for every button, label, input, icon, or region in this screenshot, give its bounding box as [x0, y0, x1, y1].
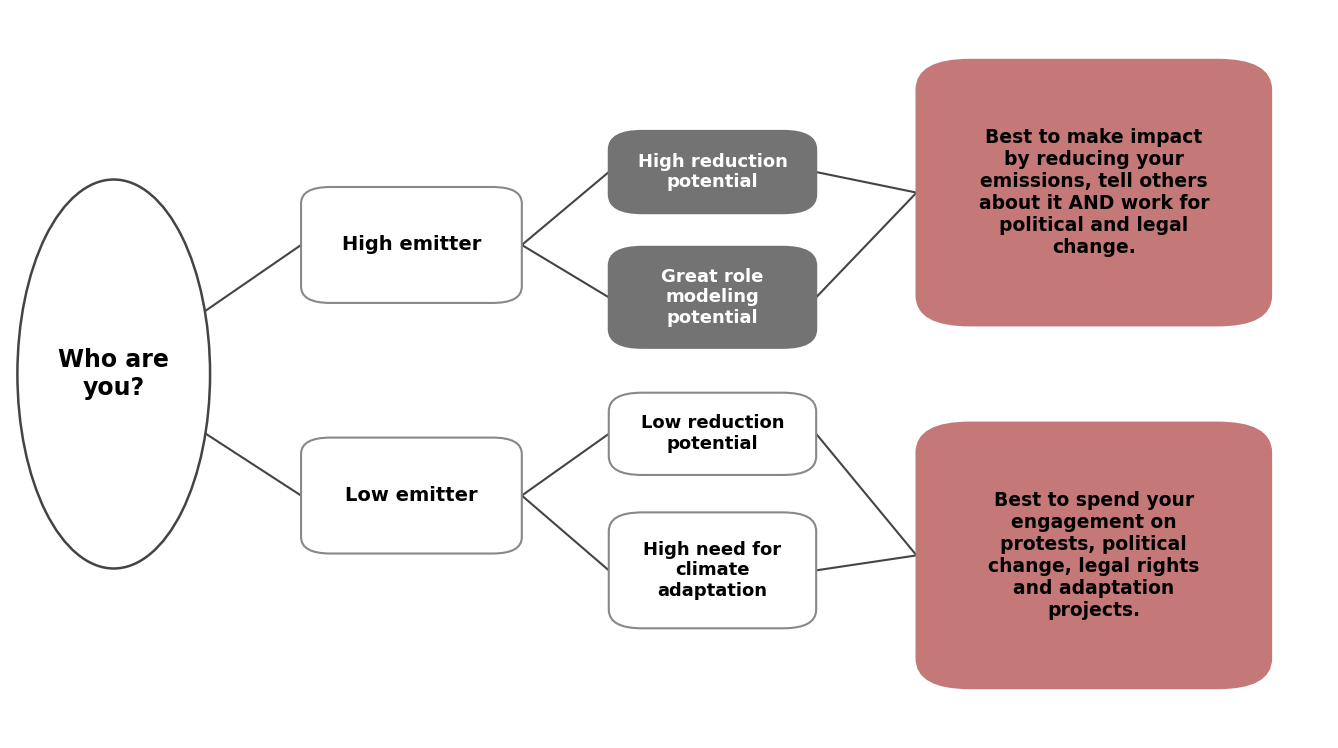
Text: Who are
you?: Who are you?: [59, 348, 169, 400]
FancyBboxPatch shape: [609, 393, 816, 475]
Text: Low emitter: Low emitter: [345, 486, 478, 505]
FancyBboxPatch shape: [609, 131, 816, 213]
FancyBboxPatch shape: [301, 187, 522, 303]
Text: Best to make impact
by reducing your
emissions, tell others
about it AND work fo: Best to make impact by reducing your emi…: [978, 128, 1210, 257]
FancyBboxPatch shape: [609, 247, 816, 348]
Text: High emitter: High emitter: [341, 236, 482, 254]
FancyBboxPatch shape: [609, 512, 816, 628]
Text: Great role
modeling
potential: Great role modeling potential: [661, 268, 764, 327]
Text: High reduction
potential: High reduction potential: [637, 153, 788, 191]
FancyBboxPatch shape: [917, 423, 1271, 688]
FancyBboxPatch shape: [917, 60, 1271, 325]
Ellipse shape: [17, 180, 210, 568]
Text: High need for
climate
adaptation: High need for climate adaptation: [644, 541, 781, 600]
Text: Best to spend your
engagement on
protests, political
change, legal rights
and ad: Best to spend your engagement on protest…: [989, 491, 1199, 620]
Text: Low reduction
potential: Low reduction potential: [641, 414, 784, 453]
FancyBboxPatch shape: [301, 438, 522, 554]
